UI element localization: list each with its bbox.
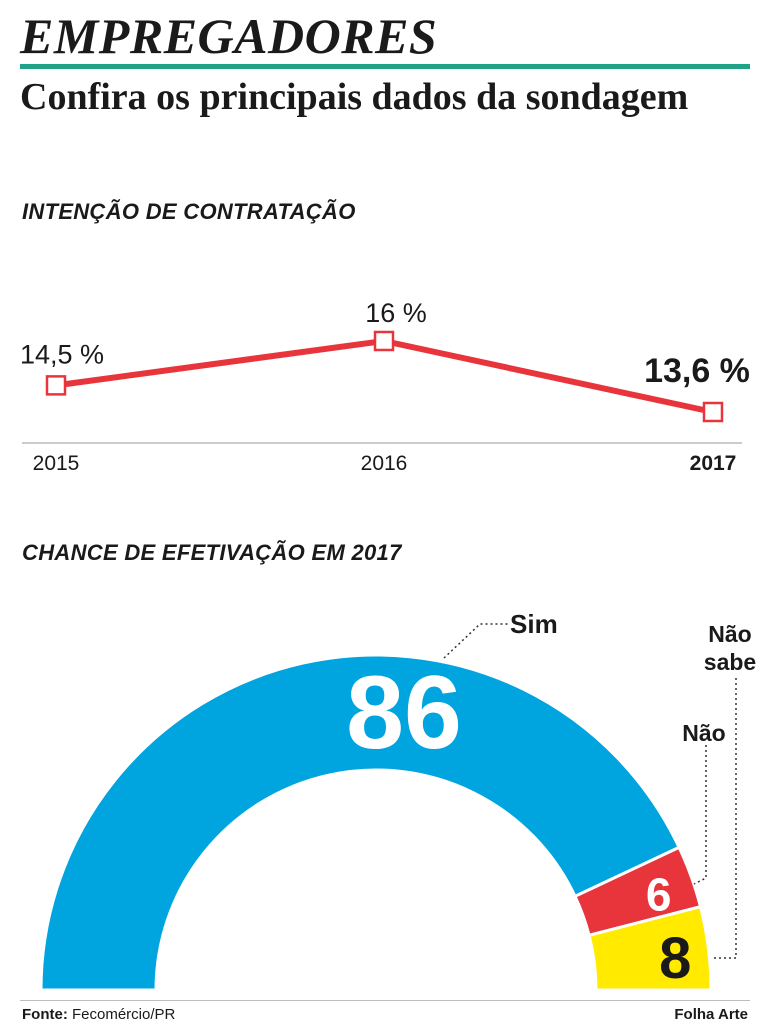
category-label-nao-sabe: Não sabe	[704, 621, 756, 675]
category-label-sim: Sim	[510, 609, 558, 639]
category-label-nao-sabe-line-1: Não	[708, 621, 751, 647]
source-credit: Fonte: Fecomércio/PR	[22, 1006, 175, 1023]
leader-line-nao-sabe	[712, 678, 737, 959]
gauge-slice-sim	[39, 653, 682, 992]
source-value: Fecomércio/PR	[72, 1006, 176, 1023]
headline: Confira os principais dados da sondagem	[20, 76, 689, 118]
gauge-value-label-sim: 86	[346, 655, 462, 771]
x-tick-label-2016: 2016	[361, 452, 408, 475]
source-label: Fonte:	[22, 1006, 68, 1023]
line-data-label-2015: 14,5 %	[20, 339, 104, 369]
gauge-chart-title: CHANCE DE EFETIVAÇÃO EM 2017	[22, 540, 402, 565]
line-data-label-2017: 13,6 %	[644, 352, 750, 390]
footer: Fonte: Fecomércio/PR Folha Arte	[22, 1006, 748, 1023]
kicker-rule	[20, 64, 750, 69]
kicker-title: EMPREGADORES	[20, 8, 438, 64]
leader-line-nao	[693, 745, 707, 885]
line-data-label-2016: 16 %	[365, 298, 427, 328]
line-point-2016	[373, 330, 395, 352]
gauge-value-label-nao-sabe: 8	[659, 926, 691, 991]
category-label-nao: Não	[682, 720, 725, 746]
x-tick-label-2017: 2017	[690, 452, 737, 475]
line-point-2015	[45, 375, 67, 396]
art-credit: Folha Arte	[674, 1006, 748, 1023]
category-label-nao-sabe-line-2: sabe	[704, 649, 756, 675]
x-tick-label-2015: 2015	[33, 452, 80, 475]
footer-rule	[20, 1000, 750, 1001]
gauge-slice-nao-sabe	[587, 904, 713, 992]
line-chart-title: INTENÇÃO DE CONTRATAÇÃO	[22, 199, 356, 224]
line-point-2017	[702, 401, 724, 423]
leader-line-sim	[443, 623, 508, 659]
gauge-value-label-nao: 6	[646, 868, 672, 920]
